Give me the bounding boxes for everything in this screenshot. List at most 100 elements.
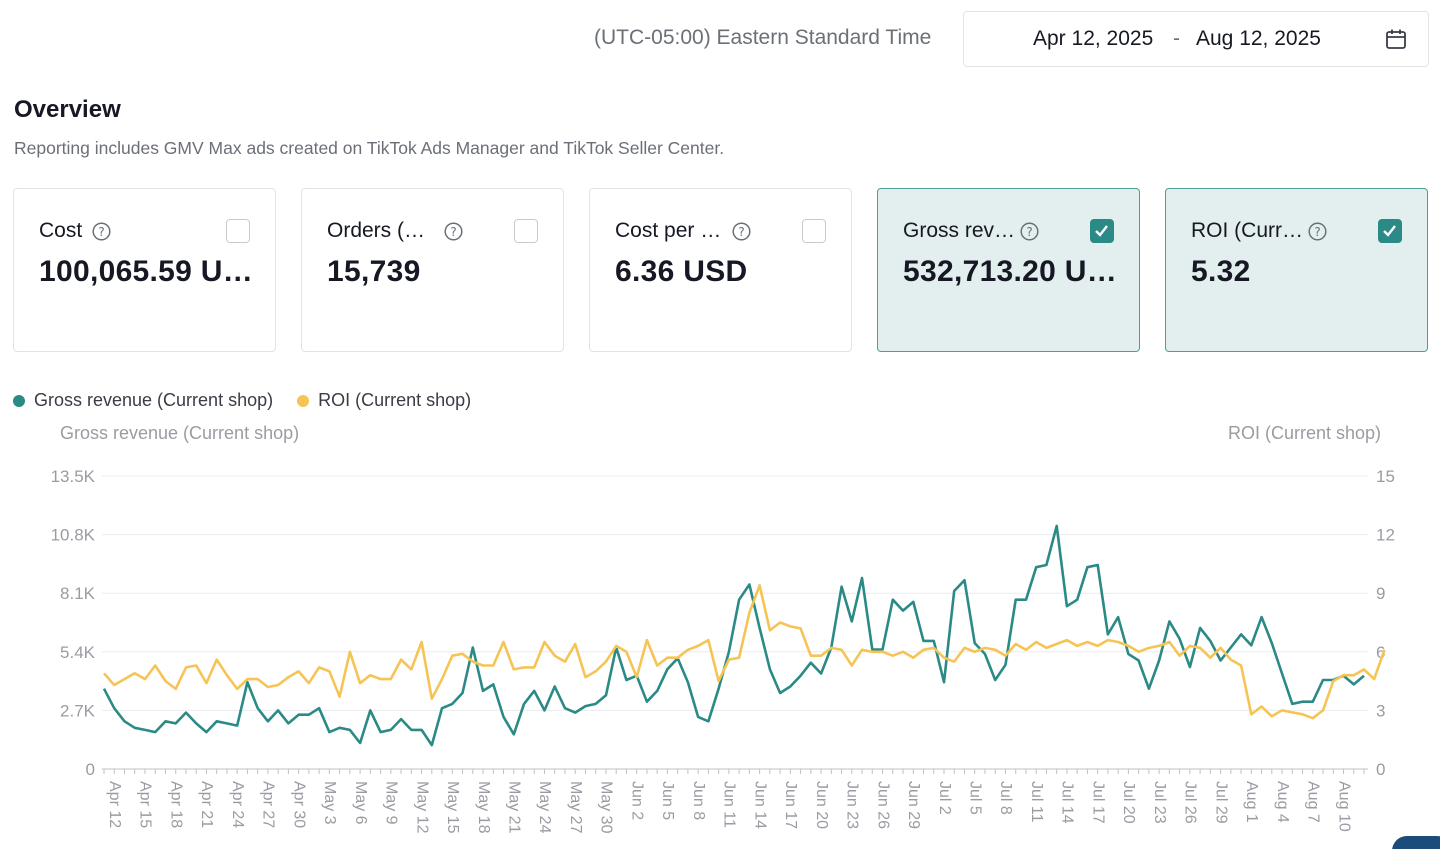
right-tick-label: 0 (1376, 760, 1385, 779)
x-tick-label: Jul 14 (1059, 781, 1076, 824)
x-tick-label: Apr 21 (198, 781, 215, 828)
left-tick-label: 8.1K (60, 584, 96, 603)
help-icon[interactable]: ? (444, 222, 463, 241)
metric-card-gross-revenue[interactable]: Gross rev… ? 532,713.20 U… (877, 188, 1140, 352)
metric-checkbox[interactable] (514, 219, 538, 243)
check-icon (1383, 225, 1396, 237)
metric-value: 532,713.20 U… (903, 255, 1118, 288)
x-tick-label: Jul 11 (1028, 781, 1045, 823)
x-tick-label: Apr 15 (137, 781, 154, 828)
x-tick-label: Apr 12 (106, 781, 123, 828)
help-icon[interactable]: ? (1308, 222, 1327, 241)
help-icon[interactable]: ? (732, 222, 751, 241)
metric-label: Orders (… (327, 219, 426, 242)
x-tick-label: Jun 8 (690, 781, 707, 820)
metric-label: Cost (39, 219, 83, 242)
x-tick-label: Aug 1 (1243, 781, 1260, 823)
x-tick-label: Jul 23 (1151, 781, 1168, 824)
help-icon[interactable]: ? (92, 222, 111, 241)
metric-value: 15,739 (327, 255, 421, 288)
x-tick-label: Jul 29 (1212, 781, 1229, 824)
x-tick-label: Jun 17 (782, 781, 799, 829)
x-tick-label: Apr 24 (229, 781, 246, 828)
svg-text:?: ? (98, 225, 104, 239)
x-tick-label: Apr 27 (260, 781, 277, 828)
legend-item-gross-revenue[interactable]: Gross revenue (Current shop) (13, 390, 273, 411)
legend-dot (297, 394, 310, 407)
right-axis-title: ROI (Current shop) (1227, 423, 1381, 443)
right-tick-label: 12 (1376, 526, 1395, 545)
legend-label: ROI (Current shop) (318, 390, 472, 410)
metric-value: 6.36 USD (615, 255, 748, 288)
right-tick-label: 15 (1376, 467, 1395, 486)
x-tick-label: May 21 (506, 781, 523, 834)
x-tick-label: May 27 (567, 781, 584, 834)
metric-checkbox[interactable] (802, 219, 826, 243)
svg-text:?: ? (1026, 225, 1032, 239)
x-tick-label: Aug 7 (1305, 781, 1322, 823)
metric-checkbox-checked[interactable] (1378, 219, 1402, 243)
series-line-roi (103, 584, 1386, 720)
x-tick-label: May 6 (352, 781, 369, 825)
x-tick-label: May 12 (413, 781, 430, 834)
x-tick-label: Jul 26 (1182, 781, 1199, 824)
left-axis-title: Gross revenue (Current shop) (60, 423, 300, 443)
metric-card-orders[interactable]: Orders (… ? 15,739 (301, 188, 564, 352)
x-tick-label: May 24 (536, 781, 553, 834)
x-tick-label: Jul 8 (997, 781, 1014, 815)
left-tick-label: 13.5K (51, 467, 96, 486)
x-tick-label: Jun 14 (751, 781, 768, 829)
x-tick-label: Aug 10 (1335, 781, 1352, 832)
metric-card-cost[interactable]: Cost ? 100,065.59 U… (13, 188, 276, 352)
metric-label: ROI (Curr… (1191, 219, 1303, 242)
x-tick-label: May 3 (321, 781, 338, 825)
svg-text:?: ? (738, 225, 744, 239)
metric-value: 5.32 (1191, 255, 1251, 288)
x-tick-label: Jul 2 (936, 781, 953, 815)
x-tick-label: May 18 (475, 781, 492, 834)
svg-text:?: ? (1314, 225, 1320, 239)
metric-label: Gross rev… (903, 219, 1016, 242)
x-tick-label: Jun 2 (628, 781, 645, 820)
svg-text:?: ? (450, 225, 456, 239)
metric-value: 100,065.59 U… (39, 255, 254, 288)
x-tick-label: Apr 18 (167, 781, 184, 828)
date-start[interactable]: Apr 12, 2025 (1033, 27, 1154, 50)
metric-label: Cost per … (615, 219, 722, 242)
series-line-gross-revenue (102, 524, 1365, 747)
help-icon[interactable]: ? (1020, 222, 1039, 241)
overview-description: Reporting includes GMV Max ads created o… (14, 138, 725, 158)
x-tick-label: Jun 20 (813, 781, 830, 829)
left-tick-label: 0 (86, 760, 95, 779)
metric-checkbox[interactable] (226, 219, 250, 243)
legend-item-roi[interactable]: ROI (Current shop) (297, 390, 471, 411)
left-tick-label: 2.7K (60, 701, 96, 720)
legend-label: Gross revenue (Current shop) (34, 390, 274, 410)
x-tick-label: Jun 29 (905, 781, 922, 829)
metric-checkbox-checked[interactable] (1090, 219, 1114, 243)
chart-legend: Gross revenue (Current shop) ROI (Curren… (13, 390, 495, 411)
timezone-label: (UTC-05:00) Eastern Standard Time (594, 26, 932, 49)
date-end[interactable]: Aug 12, 2025 (1196, 27, 1321, 50)
metric-card-cost-per-order[interactable]: Cost per … ? 6.36 USD (589, 188, 852, 352)
date-range-picker[interactable]: Apr 12, 2025 - Aug 12, 2025 (963, 11, 1429, 67)
x-tick-label: Jul 5 (966, 781, 983, 815)
right-tick-label: 6 (1376, 643, 1385, 662)
calendar-icon[interactable] (1385, 28, 1407, 50)
chat-bubble-button[interactable] (1392, 836, 1440, 849)
x-tick-label: Apr 30 (290, 781, 307, 828)
page-title: Overview (14, 96, 121, 123)
left-tick-label: 5.4K (60, 643, 96, 662)
x-tick-label: Jun 5 (659, 781, 676, 820)
right-tick-label: 9 (1376, 584, 1385, 603)
left-tick-label: 10.8K (51, 526, 96, 545)
x-tick-label: Jun 11 (721, 781, 738, 828)
x-tick-label: May 15 (444, 781, 461, 834)
metric-card-roi[interactable]: ROI (Curr… ? 5.32 (1165, 188, 1428, 352)
x-tick-label: Aug 4 (1274, 781, 1291, 823)
x-tick-label: Jul 17 (1089, 781, 1106, 824)
x-tick-label: May 9 (383, 781, 400, 825)
line-chart: 0 0 2.7K 3 5.4K 6 8.1K 9 10.8K 12 13.5K 15 Apr 12 Apr… (51, 467, 1395, 834)
x-tick-label: Jul 20 (1120, 781, 1137, 824)
x-tick-label: May 30 (598, 781, 615, 834)
